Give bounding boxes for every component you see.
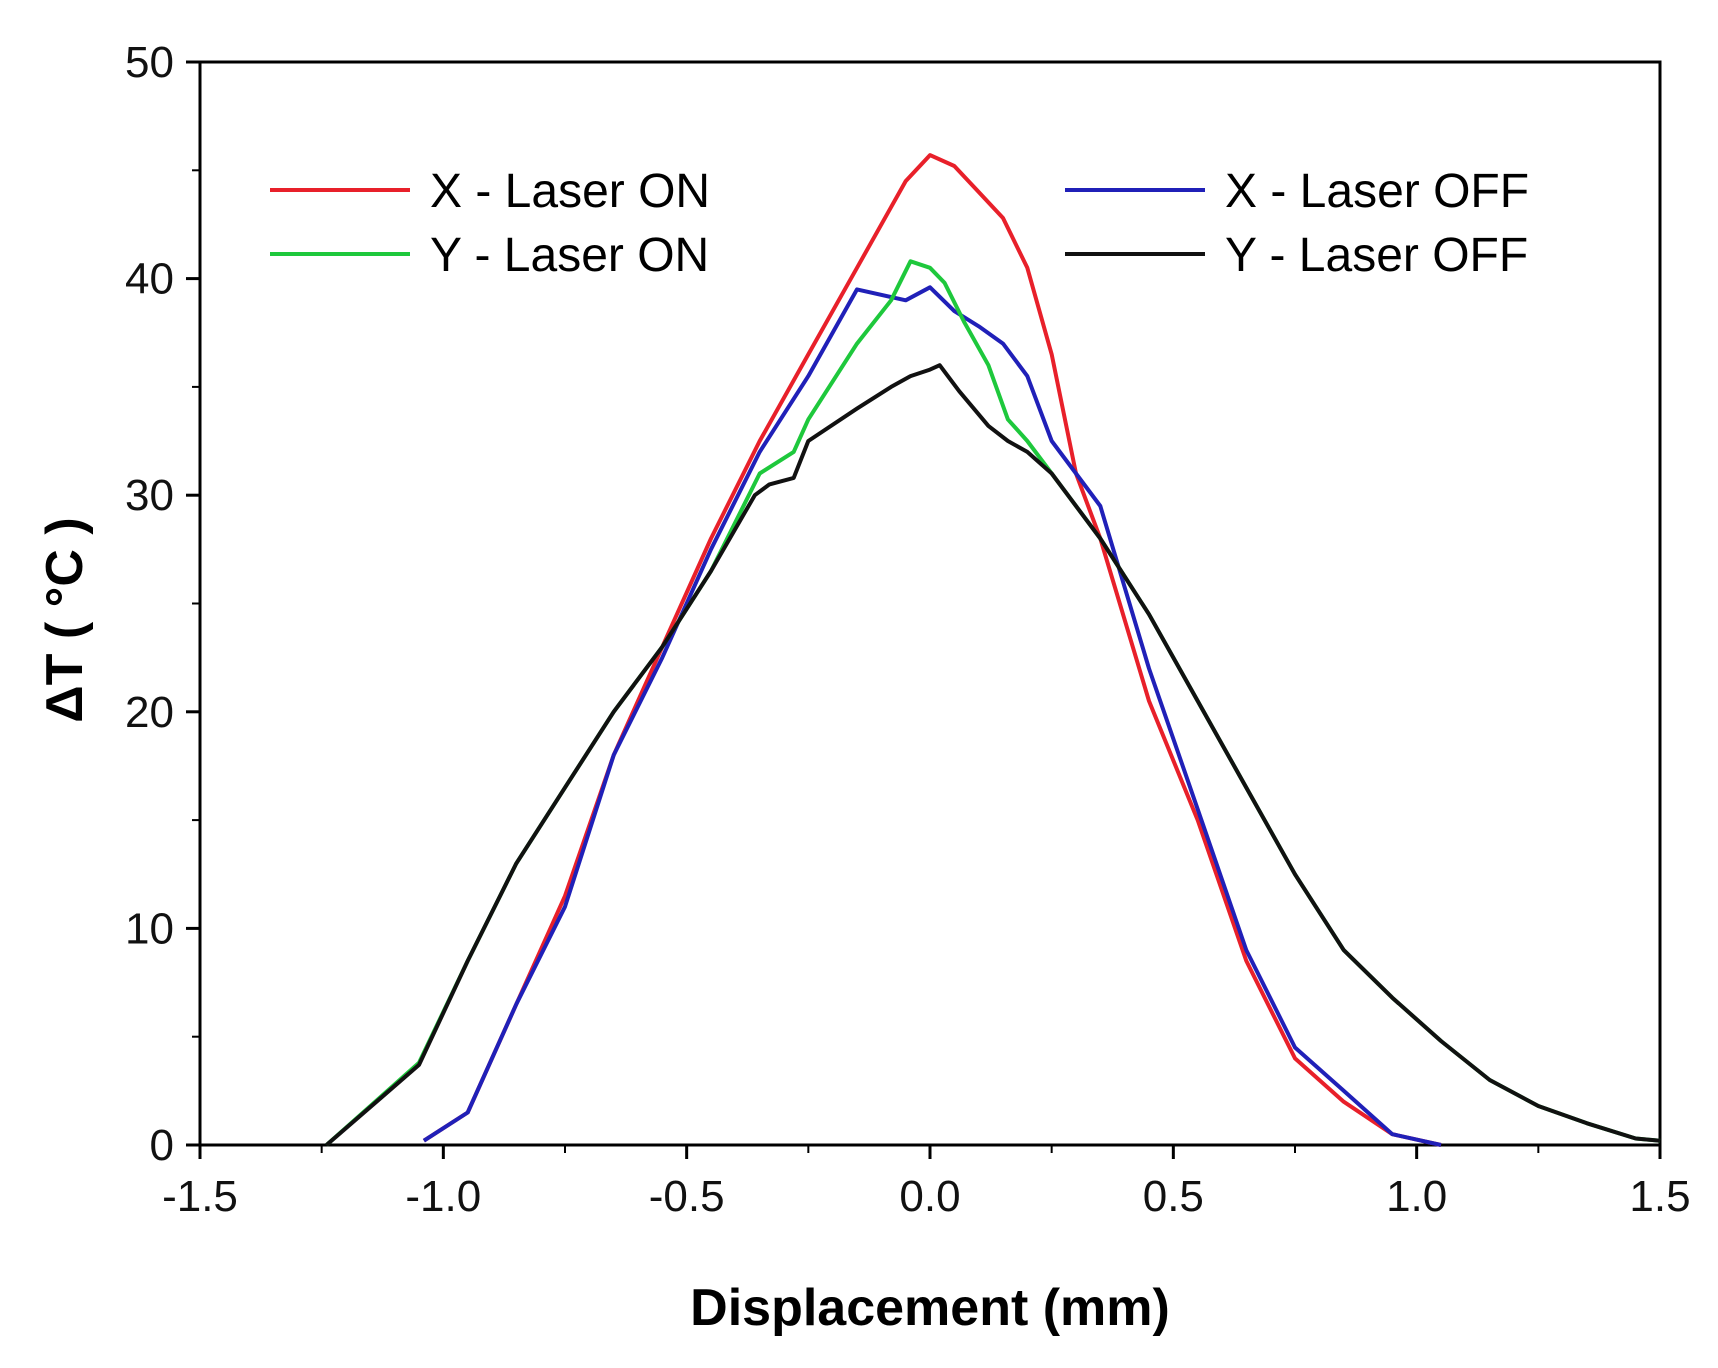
x-tick-label: 0.5 bbox=[1143, 1172, 1204, 1221]
y-tick-label: 20 bbox=[125, 688, 174, 737]
x-tick-label: 1.0 bbox=[1386, 1172, 1447, 1221]
series-line-y-laser-off bbox=[325, 363, 1661, 1147]
series-lines bbox=[325, 153, 1661, 1147]
y-axis-ticks: 0 10 20 30 40 50 bbox=[125, 38, 200, 1170]
x-tick-label: -1.5 bbox=[162, 1172, 238, 1221]
y-axis-title: ΔT ( °C ) bbox=[36, 517, 94, 722]
legend-label: Y - Laser OFF bbox=[1225, 229, 1528, 282]
x-tick-label: -0.5 bbox=[649, 1172, 725, 1221]
y-tick-label: 50 bbox=[125, 38, 174, 87]
x-tick-label: 0.0 bbox=[899, 1172, 960, 1221]
series-line-x-laser-off bbox=[422, 285, 1442, 1147]
y-tick-label: 40 bbox=[125, 255, 174, 304]
legend-label: Y - Laser ON bbox=[430, 229, 709, 282]
legend: X - Laser ON X - Laser OFF Y - Laser ON Y -… bbox=[270, 165, 1529, 282]
x-axis-ticks: -1.5 -1.0 -0.5 0.0 0.5 1.0 1.5 bbox=[162, 1145, 1691, 1221]
y-tick-label: 0 bbox=[150, 1121, 174, 1170]
x-axis-title: Displacement (mm) bbox=[690, 1279, 1170, 1337]
series-line-x-laser-on bbox=[422, 153, 1442, 1147]
x-tick-label: 1.5 bbox=[1629, 1172, 1690, 1221]
y-tick-label: 10 bbox=[125, 904, 174, 953]
series-line-y-laser-on bbox=[325, 259, 1661, 1147]
x-tick-label: -1.0 bbox=[405, 1172, 481, 1221]
y-tick-label: 30 bbox=[125, 471, 174, 520]
plot-frame bbox=[198, 60, 1662, 1147]
legend-label: X - Laser ON bbox=[430, 165, 710, 218]
legend-label: X - Laser OFF bbox=[1225, 165, 1529, 218]
